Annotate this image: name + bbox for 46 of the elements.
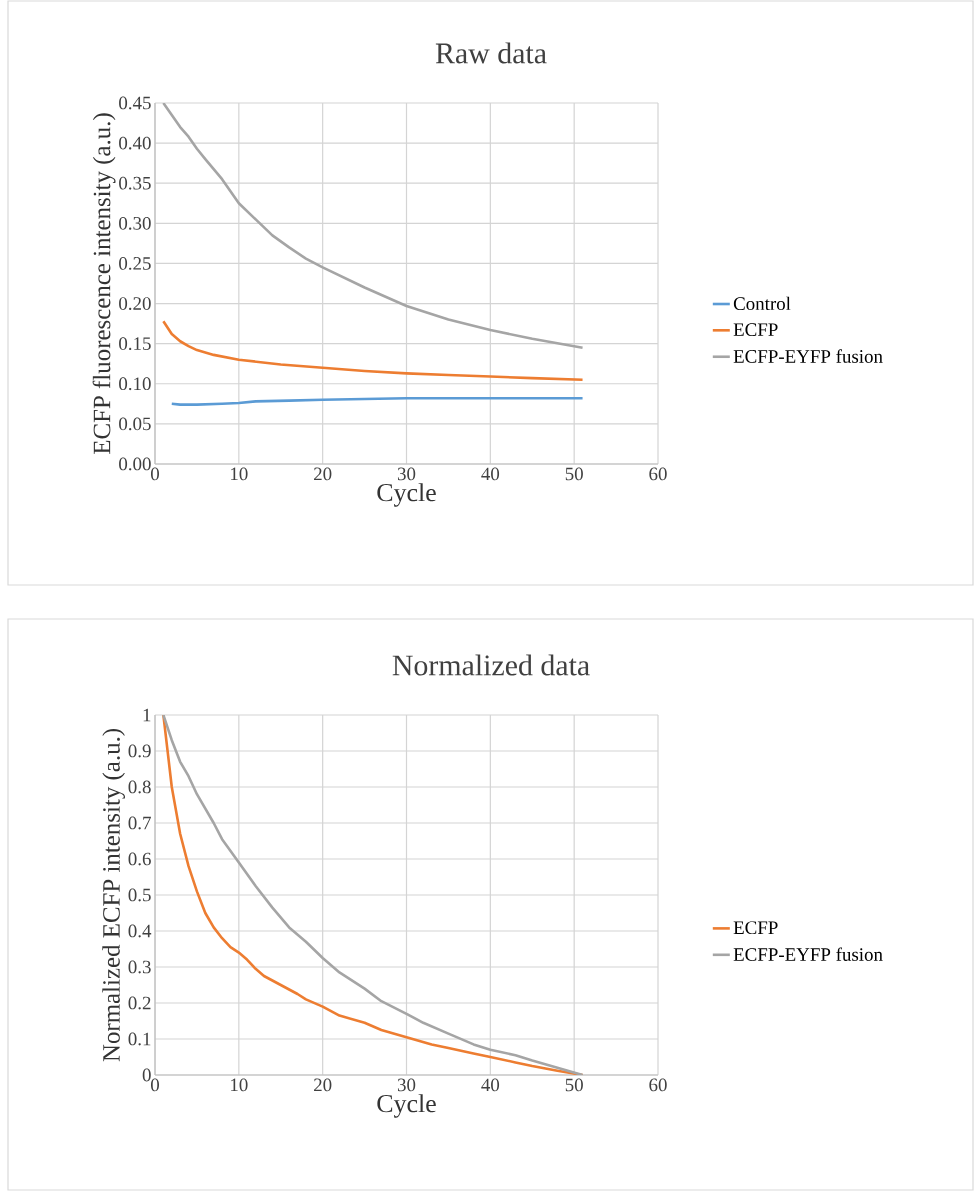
x-tick-label: 40 — [481, 467, 500, 481]
x-tick-label: 20 — [314, 1078, 332, 1092]
y-tick-label: 0.25 — [119, 257, 151, 270]
y-tick-label: 0.8 — [128, 780, 151, 794]
y-tick-label: 0.40 — [119, 136, 151, 150]
x-axis-title: Cycle — [377, 483, 436, 507]
x-tick-label: 60 — [649, 1078, 667, 1092]
y-tick-label: 0.1 — [128, 1032, 151, 1046]
chart-title: Normalized data — [392, 654, 590, 676]
legend-label: ECFP-EYFP fusion — [733, 947, 883, 961]
y-tick-label: 0.00 — [119, 457, 151, 471]
y-tick-label: 0.6 — [128, 852, 151, 866]
x-tick-label: 50 — [565, 467, 583, 481]
x-tick-label: 40 — [481, 1078, 500, 1092]
x-axis-title: Cycle — [377, 1094, 436, 1118]
y-tick-label: 0.5 — [128, 888, 151, 902]
legend-label: ECFP — [733, 921, 778, 935]
x-tick-label: 50 — [565, 1078, 583, 1092]
chart-title: Raw data — [435, 42, 547, 64]
y-tick-label: 0.30 — [119, 216, 151, 230]
x-tick-label: 30 — [397, 467, 416, 481]
line-series — [162, 715, 584, 1075]
y-axis-title: Normalized ECFP intensity (a.u.) — [102, 729, 125, 1062]
line-series — [162, 319, 584, 382]
y-tick-label: 0.2 — [128, 996, 151, 1010]
y-tick-label: 0 — [142, 1068, 151, 1082]
y-axis-title: ECFP fluorescence intensity (a.u.) — [92, 113, 116, 454]
y-tick-label: 0.20 — [119, 297, 151, 310]
y-tick-label: 0.05 — [119, 417, 151, 431]
y-tick-label: 0.45 — [119, 96, 151, 110]
x-tick-label: 10 — [231, 467, 248, 481]
x-tick-label: 20 — [314, 467, 332, 481]
y-tick-label: 0.3 — [128, 960, 151, 974]
y-tick-label: 0.7 — [128, 816, 151, 830]
y-tick-label: 0.4 — [128, 924, 152, 938]
legend-label: ECFP-EYFP fusion — [733, 349, 883, 363]
y-tick-label: 1 — [143, 708, 151, 722]
legend-label: Control — [733, 296, 791, 311]
y-tick-label: 0.9 — [128, 744, 151, 758]
x-tick-label: 30 — [397, 1078, 416, 1092]
y-tick-label: 0.15 — [119, 337, 151, 351]
y-tick-label: 0.10 — [119, 377, 151, 391]
x-tick-label: 60 — [649, 467, 667, 481]
y-tick-label: 0.35 — [119, 176, 151, 190]
legend-label: ECFP — [733, 323, 778, 337]
x-tick-label: 10 — [231, 1078, 248, 1092]
